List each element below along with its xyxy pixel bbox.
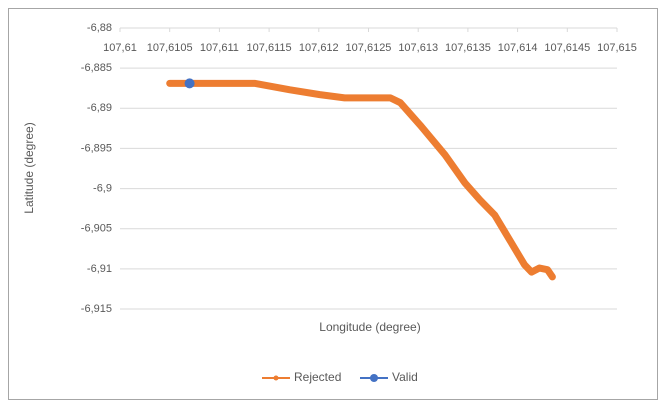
point (549, 273, 556, 280)
y-tick-label: -6,88 (87, 22, 112, 34)
y-axis-title: Latitude (degree) (22, 122, 36, 213)
y-tick-label: -6,91 (87, 263, 112, 275)
x-tick-label: 107,61 (103, 42, 137, 54)
point (316, 91, 323, 98)
x-tick-label: 107,611 (200, 42, 239, 54)
point (184, 78, 195, 89)
point (521, 261, 528, 268)
point (536, 265, 543, 272)
point (442, 151, 449, 158)
point (387, 94, 394, 101)
y-tick-label: -6,895 (81, 142, 112, 154)
legend-marker (273, 375, 279, 381)
point (476, 196, 483, 203)
x-tick-label: 107,612 (299, 42, 339, 54)
point (196, 80, 203, 87)
x-tick-label: 107,6115 (247, 42, 292, 54)
legend-label: Rejected (294, 370, 341, 384)
x-tick-label: 107,6125 (346, 42, 392, 54)
point (544, 266, 551, 273)
point (252, 80, 259, 87)
point (461, 179, 468, 186)
point (226, 80, 233, 87)
point (166, 80, 173, 87)
legend-label: Valid (392, 370, 418, 384)
x-tick-label: 107,613 (398, 42, 438, 54)
x-tick-label: 107,6105 (147, 42, 193, 54)
point (491, 212, 498, 219)
legend-marker (370, 374, 378, 382)
point (286, 86, 293, 93)
point (417, 122, 424, 129)
y-tick-label: -6,885 (81, 62, 112, 74)
point (397, 99, 404, 106)
x-tick-label: 107,614 (498, 42, 538, 54)
y-tick-label: -6,89 (87, 102, 112, 114)
point (341, 94, 348, 101)
point (506, 236, 513, 243)
y-tick-label: -6,915 (81, 303, 112, 315)
x-axis-title: Longitude (degree) (319, 320, 420, 334)
y-tick-label: -6,905 (81, 223, 112, 235)
y-tick-label: -6,9 (93, 182, 112, 194)
x-tick-label: 107,6145 (544, 42, 590, 54)
chart-border (8, 8, 658, 400)
point (528, 269, 535, 276)
x-tick-label: 107,6135 (445, 42, 491, 54)
x-tick-label: 107,615 (597, 42, 637, 54)
